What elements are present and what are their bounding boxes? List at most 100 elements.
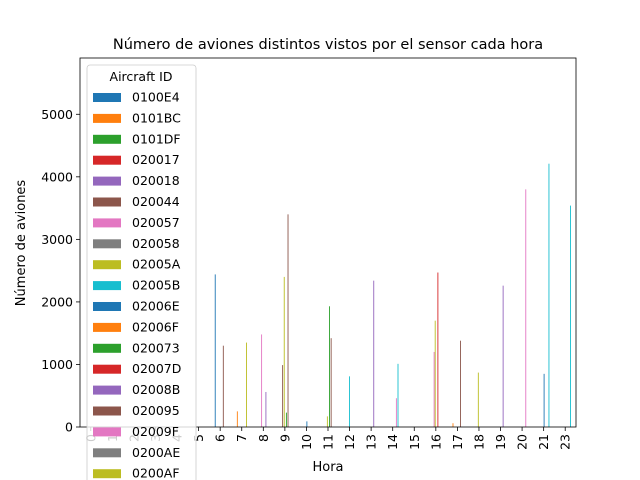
bar [285,412,287,427]
bar [246,342,247,427]
legend-swatch [93,281,121,291]
x-tick-label: 11 [321,434,336,450]
x-tick-label: 20 [515,434,530,450]
x-tick-label: 23 [558,434,573,450]
legend-label: 0101DF [132,131,181,146]
bar [397,363,399,427]
legend-swatch [93,302,121,311]
bar [570,205,571,427]
legend-swatch [93,469,121,479]
x-tick-label: 6 [213,434,228,442]
legend-swatch [93,176,121,186]
x-tick-label: 16 [428,434,443,450]
legend-label: 020073 [132,340,180,355]
x-tick-label: 9 [277,434,292,442]
x-tick-label: 13 [364,434,379,450]
bar [543,373,545,427]
bar [460,340,461,427]
y-tick-label: 1000 [41,357,73,372]
legend-label: 020058 [132,236,180,251]
bar [477,372,479,427]
legend-label: 02005A [132,257,181,272]
legend-label: 02005B [132,278,180,293]
bar [306,421,308,427]
legend-swatch [93,343,121,353]
legend-swatch [93,385,121,395]
bar [265,391,267,427]
bar [502,285,504,427]
y-tick-label: 3000 [41,232,73,247]
bars-group [214,163,571,427]
legend-label: 02007D [132,361,181,376]
legend-swatch [93,448,121,458]
bar [437,272,439,427]
x-tick-label: 10 [299,434,314,450]
legend-swatch [93,322,121,332]
x-axis-label: Hora [312,460,343,475]
bar [434,320,436,427]
legend-label: 02008B [132,382,180,397]
y-tick-label: 4000 [41,169,73,184]
y-tick-label: 0 [65,420,73,435]
bar [282,365,284,427]
x-tick-label: 12 [342,434,357,450]
legend: Aircraft ID 0100E4 0101BC 0101DF 020017 0200… [86,64,197,480]
legend-swatch [93,197,121,207]
x-tick-label: 17 [450,434,465,450]
bar [525,189,527,427]
bar [395,398,397,427]
bar [326,416,328,427]
y-axis-label: Número de aviones [14,180,29,307]
legend-label: 0101BC [132,110,181,125]
legend-label: 0200AF [132,466,180,480]
x-tick-label: 15 [407,434,422,450]
legend-label: 020044 [132,194,180,209]
legend-title: Aircraft ID [110,69,173,84]
bar [214,274,216,427]
bar [548,163,550,427]
legend-items: 0100E4 0101BC 0101DF 020017 020018 020044 0200… [93,90,181,480]
legend-swatch [93,364,121,374]
y-tick-label: 2000 [41,294,73,309]
legend-label: 020017 [132,152,180,167]
x-tick-label: 8 [256,434,271,442]
legend-label: 02009F [132,424,179,439]
plot-frame [79,57,577,428]
x-tick-label: 21 [536,434,551,450]
legend-label: 020057 [132,215,180,230]
bar [287,214,289,427]
legend-label: 0200AE [132,445,180,460]
x-tick-label: 5 [191,434,206,442]
legend-swatch [93,218,121,228]
legend-box [86,64,197,480]
y-tick-label: 5000 [41,107,73,122]
legend-swatch [93,239,121,249]
x-tick-label: 7 [234,434,249,442]
legend-swatch [93,155,121,165]
legend-swatch [93,134,121,144]
x-tick-label: 14 [385,434,400,450]
bar [349,376,350,427]
bar [373,280,375,427]
chart-title: Número de aviones distintos vistos por e… [113,37,543,53]
legend-swatch [93,427,121,437]
y-axis-ticks: 0 1000 2000 3000 4000 5000 [41,107,80,435]
legend-label: 020018 [132,173,180,188]
x-tick-label: 19 [493,434,508,450]
legend-label: 0100E4 [132,90,180,105]
legend-swatch [93,93,121,102]
legend-swatch [93,260,121,270]
bar [222,345,224,427]
legend-label: 02006F [132,319,179,334]
legend-label: 020095 [132,403,180,418]
bar [329,306,330,427]
legend-swatch [93,113,121,123]
bar [433,351,435,427]
bar [452,423,454,427]
x-tick-label: 18 [471,434,486,450]
legend-swatch [93,406,121,416]
bar [236,411,238,427]
bar [283,276,285,427]
bar [330,338,332,427]
